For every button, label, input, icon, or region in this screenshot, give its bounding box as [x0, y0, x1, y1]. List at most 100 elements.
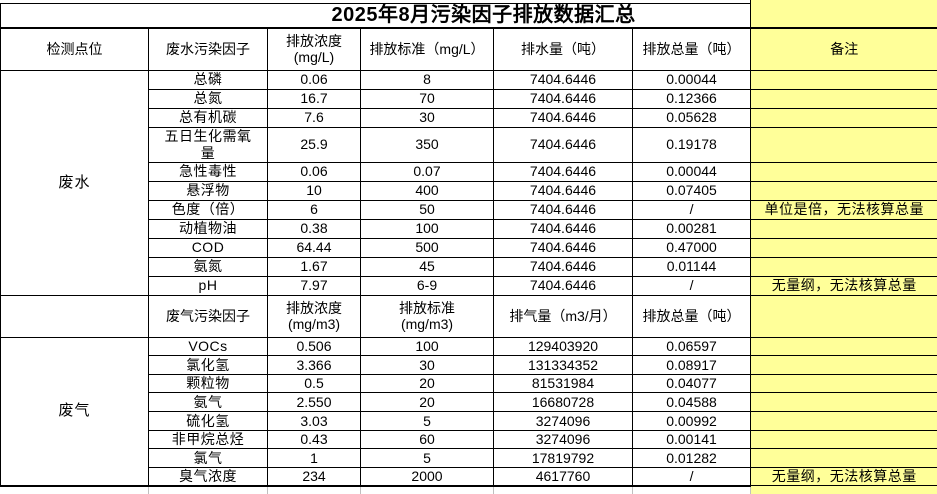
remark-cell[interactable] [751, 219, 937, 238]
volume-cell[interactable]: 7404.6446 [494, 276, 633, 295]
factor-cell[interactable]: 臭气浓度 [149, 467, 268, 486]
factor-cell[interactable]: 氯气 [149, 449, 268, 468]
remark-cell[interactable] [751, 89, 937, 108]
volume-cell[interactable]: 7404.6446 [494, 89, 633, 108]
concentration-cell[interactable]: 1 [268, 449, 361, 468]
factor-cell[interactable]: 悬浮物 [149, 181, 268, 200]
volume-cell[interactable]: 7404.6446 [494, 162, 633, 181]
remark-cell[interactable] [751, 411, 937, 430]
header-gas-concentration[interactable]: 排放浓度 (mg/m3) [268, 295, 361, 337]
total-cell[interactable]: 0.00992 [633, 411, 751, 430]
header-remark[interactable]: 备注 [751, 28, 937, 70]
factor-cell[interactable]: 动植物油 [149, 219, 268, 238]
remark-cell[interactable] [751, 257, 937, 276]
volume-cell[interactable]: 16680728 [494, 393, 633, 412]
concentration-cell[interactable]: 3.03 [268, 411, 361, 430]
factor-cell[interactable]: 氨氮 [149, 257, 268, 276]
remark-cell[interactable] [751, 374, 937, 393]
concentration-cell[interactable]: 16.7 [268, 89, 361, 108]
factor-cell[interactable]: 硫化氢 [149, 411, 268, 430]
concentration-cell[interactable]: 0.5 [268, 374, 361, 393]
header-gas-remark[interactable] [751, 295, 937, 337]
factor-cell[interactable]: COD [149, 238, 268, 257]
volume-cell[interactable]: 7404.6446 [494, 181, 633, 200]
total-cell[interactable]: 0.12366 [633, 89, 751, 108]
total-cell[interactable]: 0.01144 [633, 257, 751, 276]
remark-cell[interactable] [751, 70, 937, 89]
factor-cell[interactable]: 非甲烷总烃 [149, 430, 268, 449]
standard-cell[interactable]: 30 [361, 108, 494, 127]
standard-cell[interactable]: 20 [361, 393, 494, 412]
factor-cell[interactable]: 总有机碳 [149, 108, 268, 127]
concentration-cell[interactable]: 2.550 [268, 393, 361, 412]
standard-cell[interactable]: 2000 [361, 467, 494, 486]
factor-cell[interactable]: 五日生化需氧 量 [149, 127, 268, 162]
header-water-concentration[interactable]: 排放浓度 (mg/L) [268, 28, 361, 70]
volume-cell[interactable]: 129403920 [494, 337, 633, 356]
remark-cell[interactable] [751, 356, 937, 375]
volume-cell[interactable]: 7404.6446 [494, 200, 633, 219]
remark-cell[interactable]: 无量纲，无法核算总量 [751, 467, 937, 486]
factor-cell[interactable]: 色度（倍） [149, 200, 268, 219]
factor-cell[interactable]: 氯化氢 [149, 356, 268, 375]
factor-cell[interactable]: 氨气 [149, 393, 268, 412]
concentration-cell[interactable]: 7.6 [268, 108, 361, 127]
standard-cell[interactable]: 100 [361, 337, 494, 356]
remark-cell[interactable] [751, 449, 937, 468]
total-cell[interactable]: 0.05628 [633, 108, 751, 127]
concentration-cell[interactable]: 0.38 [268, 219, 361, 238]
standard-cell[interactable]: 45 [361, 257, 494, 276]
concentration-cell[interactable]: 0.06 [268, 70, 361, 89]
total-cell[interactable]: 0.19178 [633, 127, 751, 162]
standard-cell[interactable]: 400 [361, 181, 494, 200]
total-cell[interactable]: 0.00044 [633, 70, 751, 89]
standard-cell[interactable]: 100 [361, 219, 494, 238]
concentration-cell[interactable]: 64.44 [268, 238, 361, 257]
volume-cell[interactable]: 131334352 [494, 356, 633, 375]
section-cell-exhaust-gas[interactable]: 废气 [1, 337, 149, 486]
remark-cell[interactable] [751, 108, 937, 127]
remark-cell[interactable] [751, 127, 937, 162]
header-monitoring-point[interactable]: 检测点位 [1, 28, 149, 70]
header-water-factor[interactable]: 废水污染因子 [149, 28, 268, 70]
total-cell[interactable]: 0.04077 [633, 374, 751, 393]
header-water-total[interactable]: 排放总量（吨） [633, 28, 751, 70]
header-water-volume[interactable]: 排水量（吨） [494, 28, 633, 70]
standard-cell[interactable]: 50 [361, 200, 494, 219]
volume-cell[interactable]: 7404.6446 [494, 257, 633, 276]
total-cell[interactable]: / [633, 200, 751, 219]
standard-cell[interactable]: 70 [361, 89, 494, 108]
volume-cell[interactable]: 7404.6446 [494, 238, 633, 257]
concentration-cell[interactable]: 3.366 [268, 356, 361, 375]
header-water-standard[interactable]: 排放标准（mg/L） [361, 28, 494, 70]
concentration-cell[interactable]: 10 [268, 181, 361, 200]
standard-cell[interactable]: 0.07 [361, 162, 494, 181]
factor-cell[interactable]: VOCs [149, 337, 268, 356]
remark-cell[interactable] [751, 162, 937, 181]
standard-cell[interactable]: 6-9 [361, 276, 494, 295]
standard-cell[interactable]: 30 [361, 356, 494, 375]
remark-cell[interactable] [751, 430, 937, 449]
standard-cell[interactable]: 5 [361, 411, 494, 430]
volume-cell[interactable]: 7404.6446 [494, 70, 633, 89]
total-cell[interactable]: / [633, 467, 751, 486]
total-cell[interactable]: 0.06597 [633, 337, 751, 356]
standard-cell[interactable]: 20 [361, 374, 494, 393]
total-cell[interactable]: 0.00281 [633, 219, 751, 238]
factor-cell[interactable]: 总氮 [149, 89, 268, 108]
volume-cell[interactable]: 4617760 [494, 467, 633, 486]
total-cell[interactable]: 0.07405 [633, 181, 751, 200]
total-cell[interactable]: 0.00141 [633, 430, 751, 449]
total-cell[interactable]: 0.47000 [633, 238, 751, 257]
concentration-cell[interactable]: 0.43 [268, 430, 361, 449]
concentration-cell[interactable]: 1.67 [268, 257, 361, 276]
total-cell[interactable]: / [633, 276, 751, 295]
title-remark-cell[interactable] [751, 3, 937, 28]
factor-cell[interactable]: 总磷 [149, 70, 268, 89]
standard-cell[interactable]: 500 [361, 238, 494, 257]
header-gas-standard[interactable]: 排放标准 (mg/m3) [361, 295, 494, 337]
remark-cell[interactable] [751, 337, 937, 356]
volume-cell[interactable]: 3274096 [494, 430, 633, 449]
remark-cell[interactable] [751, 393, 937, 412]
gas-header-point-cell[interactable] [1, 295, 149, 337]
